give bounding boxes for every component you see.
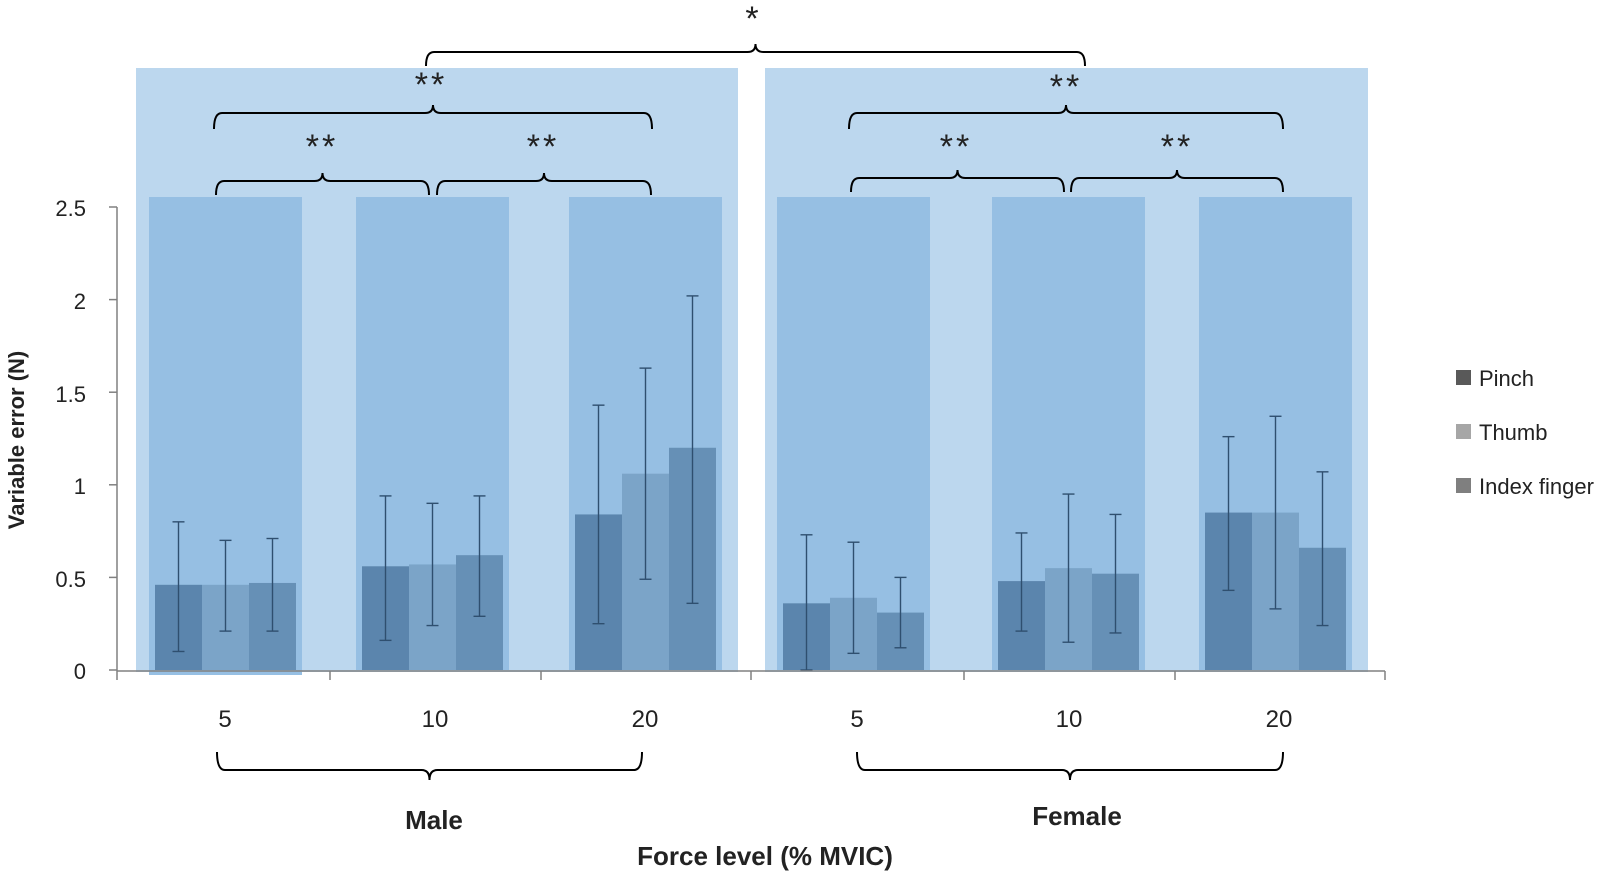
x-tick-label: 5 <box>218 706 231 733</box>
x-tick-label: 20 <box>632 706 659 733</box>
x-tick-label: 20 <box>1266 706 1293 733</box>
bracket-female-10-vs-5 <box>850 169 1065 193</box>
bracket-male-20-vs-5 <box>213 104 653 130</box>
bracket-male-20-vs-10 <box>436 172 652 196</box>
y-tick-label: 2 <box>74 289 86 314</box>
y-tick-label: 2.5 <box>55 196 86 221</box>
sig-label-male-20-vs-5: ** <box>415 66 447 104</box>
sig-label-male-10-vs-5: ** <box>306 128 338 166</box>
sig-label-female-20-vs-5: ** <box>1050 68 1082 106</box>
y-axis-title: Variable error (N) <box>4 351 29 530</box>
legend-label-pinch: Pinch <box>1479 366 1534 391</box>
sig-label-female-10-vs-5: ** <box>940 128 972 166</box>
significance-brackets <box>213 43 1284 781</box>
error-bars-layer <box>172 295 1329 671</box>
x-axis-title: Force level (% MVIC) <box>637 841 893 871</box>
bracket-group-male <box>216 751 643 781</box>
legend-label-index-finger: Index finger <box>1479 474 1594 499</box>
y-tick-label: 0 <box>74 659 86 684</box>
y-tick-label: 0.5 <box>55 567 86 592</box>
bracket-female-20-vs-10 <box>1070 169 1284 193</box>
group-label-male: Male <box>405 805 463 835</box>
group-label-female: Female <box>1032 801 1122 831</box>
x-tick-label: 5 <box>850 706 863 733</box>
sig-label-male-20-vs-10: ** <box>527 128 559 166</box>
bracket-overall <box>425 43 1086 67</box>
legend-label-thumb: Thumb <box>1479 420 1547 445</box>
x-tick-label: 10 <box>1056 706 1083 733</box>
y-tick-label: 1.5 <box>55 382 86 407</box>
bracket-group-female <box>856 751 1284 781</box>
x-tick-label: 10 <box>422 706 449 733</box>
bracket-female-20-vs-5 <box>848 104 1284 130</box>
axes-layer <box>109 206 1386 680</box>
y-tick-label: 1 <box>74 474 86 499</box>
bracket-male-10-vs-5 <box>215 172 430 196</box>
sig-label-female-20-vs-10: ** <box>1161 128 1193 166</box>
legend-swatch-thumb <box>1456 424 1471 439</box>
legend-swatch-index-finger <box>1456 478 1471 493</box>
legend: Pinch Thumb Index finger <box>1456 366 1594 499</box>
legend-swatch-pinch <box>1456 370 1471 385</box>
sig-label-overall: * <box>745 0 758 38</box>
